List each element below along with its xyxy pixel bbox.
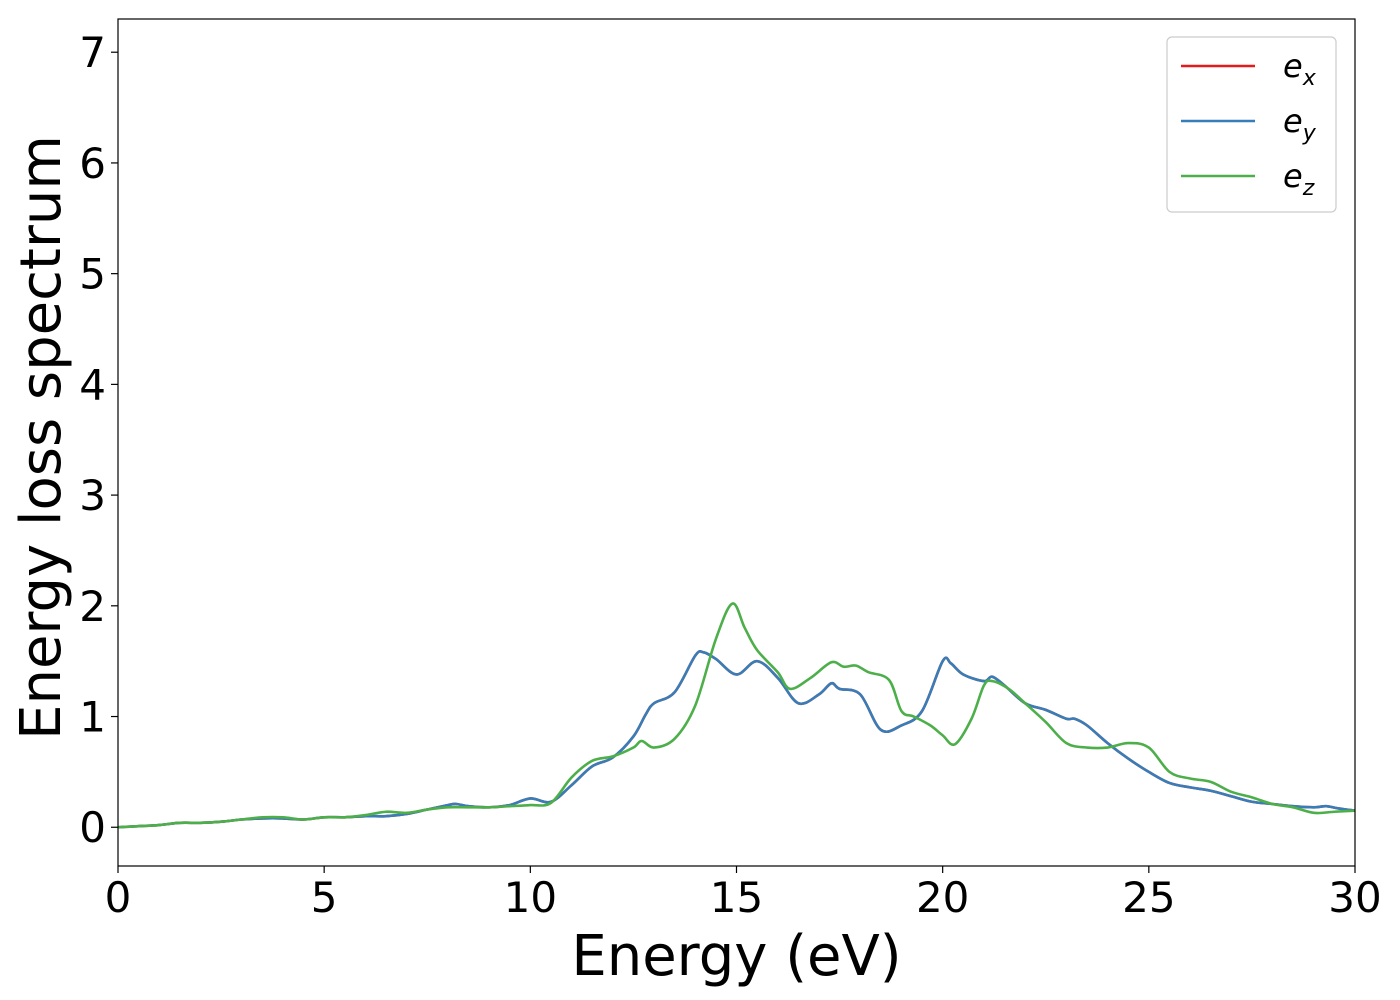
legend-label-e-x: ex <box>1283 47 1317 91</box>
legend-label-main: e <box>1283 102 1303 140</box>
y-tick-label: 2 <box>79 582 106 631</box>
legend-label-main: e <box>1283 157 1303 195</box>
series-line-e-z <box>118 602 1355 829</box>
x-tick-label: 0 <box>105 873 132 922</box>
x-tick-label: 20 <box>916 873 969 922</box>
legend-box <box>1166 36 1337 213</box>
x-axis: 0 5 10 15 20 25 30 <box>105 866 1382 922</box>
legend-label-subscript: y <box>1302 121 1317 146</box>
legend-label-subscript: z <box>1302 176 1315 201</box>
series-line-e-y <box>118 649 1355 829</box>
x-tick-label: 25 <box>1122 873 1175 922</box>
x-tick-label: 30 <box>1328 873 1381 922</box>
series-layer <box>118 602 1355 829</box>
y-tick-label: 7 <box>79 28 106 77</box>
x-tick-label: 15 <box>710 873 763 922</box>
x-axis-title: Energy (eV) <box>571 924 901 989</box>
y-axis: 0 1 2 3 4 5 6 7 <box>79 28 118 852</box>
x-tick-label: 5 <box>311 873 338 922</box>
legend-label-e-y: ey <box>1283 102 1317 146</box>
y-tick-label: 5 <box>79 250 106 299</box>
legend-label-main: e <box>1283 47 1303 85</box>
x-tick-label: 10 <box>504 873 557 922</box>
y-tick-label: 1 <box>79 693 106 742</box>
y-axis-title: Energy loss spectrum <box>9 135 74 740</box>
legend-label-e-z: ez <box>1283 157 1315 201</box>
y-tick-label: 6 <box>79 139 106 188</box>
series-line-e-x <box>118 649 1355 829</box>
y-tick-label: 4 <box>79 360 106 409</box>
y-tick-label: 3 <box>79 471 106 520</box>
y-tick-label: 0 <box>79 803 106 852</box>
legend-label-subscript: x <box>1302 66 1317 91</box>
